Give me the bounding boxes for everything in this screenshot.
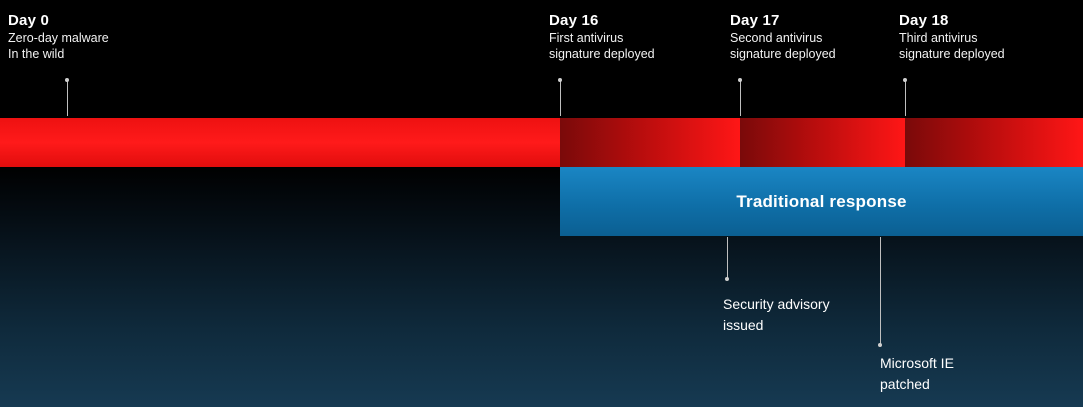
milestone-desc-line: In the wild — [8, 47, 65, 61]
connector-dot — [65, 78, 69, 82]
event-security-advisory: Security advisory issued — [723, 294, 830, 336]
connector-dot — [725, 277, 729, 281]
connector-dot — [738, 78, 742, 82]
exposure-band-segment — [905, 118, 1083, 167]
milestone-day-label: Day 18 — [899, 12, 949, 29]
milestone-desc-line: signature deployed — [899, 47, 1005, 61]
milestone-connector — [905, 80, 906, 116]
event-ie-patched: Microsoft IE patched — [880, 353, 954, 395]
connector-dot — [903, 78, 907, 82]
milestone-day-label: Day 17 — [730, 12, 780, 29]
event-line: patched — [880, 376, 930, 392]
milestone-connector — [560, 80, 561, 116]
milestone-desc-line: Zero-day malware — [8, 31, 109, 45]
milestone-day-17: Day 17 Second antivirus signature deploy… — [730, 12, 836, 62]
milestone-day-label: Day 16 — [549, 12, 599, 29]
traditional-response-bar: Traditional response — [560, 167, 1083, 236]
milestone-desc-line: signature deployed — [730, 47, 836, 61]
milestone-day-label: Day 0 — [8, 12, 50, 29]
event-connector — [880, 237, 881, 345]
exposure-band-segment — [560, 118, 740, 167]
milestone-connector — [67, 80, 68, 116]
exposure-band-segment — [740, 118, 905, 167]
event-line: issued — [723, 317, 764, 333]
milestone-desc-line: signature deployed — [549, 47, 655, 61]
event-line: Security advisory — [723, 296, 830, 312]
connector-dot — [878, 343, 882, 347]
milestone-day-0: Day 0 Zero-day malware In the wild — [8, 12, 109, 62]
milestone-day-16: Day 16 First antivirus signature deploye… — [549, 12, 655, 62]
connector-dot — [558, 78, 562, 82]
event-connector — [727, 237, 728, 279]
traditional-response-label: Traditional response — [736, 191, 907, 211]
milestone-connector — [740, 80, 741, 116]
milestone-desc-line: Second antivirus — [730, 31, 823, 45]
milestone-day-18: Day 18 Third antivirus signature deploye… — [899, 12, 1005, 62]
event-line: Microsoft IE — [880, 355, 954, 371]
milestone-desc-line: First antivirus — [549, 31, 624, 45]
exposure-band-segment — [0, 118, 560, 167]
milestone-desc-line: Third antivirus — [899, 31, 978, 45]
